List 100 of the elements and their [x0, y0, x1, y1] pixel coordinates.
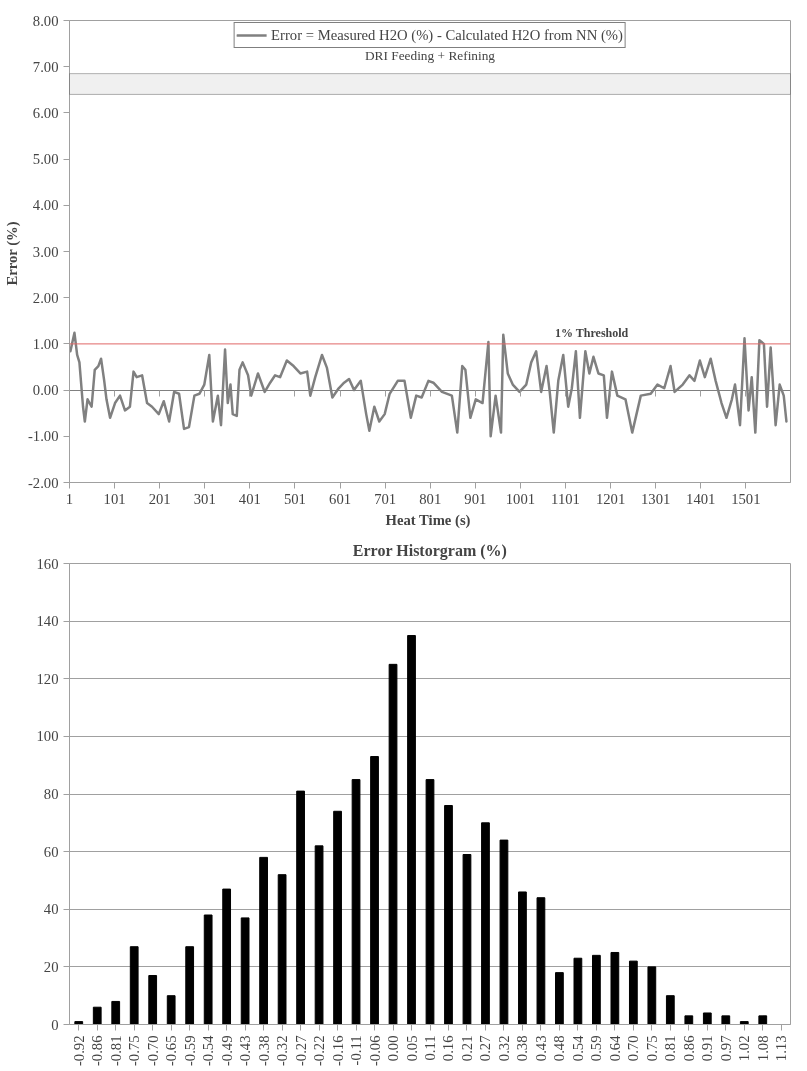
bar	[222, 888, 232, 1025]
bar	[573, 957, 583, 1025]
x-tick-label: -0.59	[181, 1035, 198, 1067]
band-label: DRI Feeding + Refining	[364, 47, 496, 63]
x-tick-label: 0.11	[422, 1035, 438, 1061]
y-tick-label: 3.00	[32, 243, 59, 260]
legend-label: Error = Measured H2O (%) - Calculated H2O from NN (%)	[271, 26, 623, 44]
x-tick-label: -0.38	[255, 1035, 272, 1067]
x-tick-label: 1.02	[736, 1035, 753, 1062]
bar	[74, 1021, 84, 1025]
ref-line-label: 1% Threshold	[555, 325, 629, 340]
x-tick-label: 0.64	[606, 1034, 623, 1062]
bar	[129, 946, 139, 1025]
x-tick-label: -0.16	[329, 1035, 346, 1067]
y-tick-label: 20	[43, 958, 59, 975]
x-tick-label: -0.65	[163, 1035, 180, 1067]
x-tick-label: 0.59	[588, 1035, 605, 1062]
x-tick-label: 0.38	[514, 1035, 531, 1062]
x-tick-label: 0.97	[717, 1035, 734, 1062]
bar	[721, 1015, 731, 1025]
x-tick-label: -0.86	[89, 1035, 106, 1067]
x-tick-label: 0.21	[458, 1035, 475, 1062]
x-tick-label: 0.43	[532, 1035, 549, 1062]
x-tick-label: 0.54	[569, 1034, 586, 1062]
x-tick-label: 0.32	[495, 1035, 512, 1062]
bar	[610, 951, 620, 1025]
y-tick-label: 7.00	[32, 58, 59, 75]
x-tick-label: -0.22	[311, 1035, 328, 1067]
bar	[240, 917, 250, 1025]
x-tick-label: 1.13	[773, 1035, 790, 1062]
bar	[296, 790, 305, 1025]
x-tick-label: -0.70	[144, 1035, 161, 1067]
bar	[351, 779, 361, 1025]
bar	[628, 960, 638, 1025]
x-tick-label: -0.49	[218, 1035, 235, 1067]
y-tick-label: -1.00	[27, 428, 59, 445]
x-tick-label: -0.06	[366, 1035, 383, 1067]
bar	[259, 856, 268, 1025]
bar	[481, 822, 490, 1025]
y-tick-label: 2.00	[32, 289, 59, 306]
x-tick-label: -0.75	[126, 1035, 143, 1067]
y-tick-label: 40	[43, 901, 59, 918]
y-tick-label: 4.00	[32, 197, 59, 214]
bar	[536, 897, 546, 1025]
bar	[185, 946, 195, 1025]
x-tick-label: 0.05	[403, 1035, 420, 1062]
y-axis-title: Error (%)	[3, 221, 21, 286]
y-tick-label: 0.00	[32, 382, 59, 399]
bar	[277, 874, 287, 1025]
x-tick-label: -0.43	[237, 1035, 254, 1067]
x-tick-label: 0.75	[643, 1035, 660, 1062]
x-tick-label: 0.27	[477, 1035, 494, 1062]
x-tick-label: 901	[464, 490, 487, 507]
bar	[684, 1015, 694, 1025]
bar	[407, 635, 416, 1025]
bar	[739, 1021, 749, 1025]
bar	[665, 995, 675, 1025]
bar	[758, 1015, 768, 1025]
x-tick-label: -0.54	[200, 1034, 217, 1067]
y-tick-label: 140	[36, 613, 59, 630]
x-tick-label: -0.92	[70, 1035, 87, 1067]
bar	[370, 756, 379, 1025]
x-tick-label: 1.08	[754, 1035, 771, 1062]
x-tick-label: 201	[148, 490, 171, 507]
y-tick-label: 80	[43, 786, 59, 802]
x-tick-label: 1101	[551, 490, 580, 507]
y-tick-label: 0	[51, 1016, 59, 1033]
x-tick-label: 1201	[595, 490, 626, 507]
bar	[425, 779, 435, 1025]
x-tick-label: 0.86	[680, 1035, 697, 1062]
x-tick-label: 801	[419, 490, 442, 507]
bar	[388, 663, 398, 1025]
bar	[518, 891, 527, 1025]
x-tick-label: -0.81	[107, 1035, 124, 1067]
x-tick-label: 401	[238, 490, 261, 507]
x-tick-label: 0.00	[385, 1035, 402, 1062]
bar	[333, 810, 342, 1025]
bar	[148, 975, 158, 1025]
y-tick-label: 5.00	[32, 151, 59, 168]
y-tick-label: 8.00	[32, 12, 59, 29]
bar	[92, 1006, 102, 1025]
x-tick-label: 101	[103, 490, 126, 507]
bar	[499, 839, 509, 1025]
x-tick-label: 0.16	[440, 1035, 457, 1062]
y-tick-label: 100	[36, 728, 59, 745]
y-tick-label: -2.00	[27, 474, 59, 491]
x-tick-label: 1501	[731, 490, 761, 507]
x-tick-label: 0.48	[551, 1035, 568, 1062]
x-tick-label: 0.70	[625, 1035, 642, 1062]
bar	[166, 995, 176, 1025]
x-tick-label: 1001	[505, 490, 536, 507]
x-tick-label: -0.27	[292, 1035, 309, 1067]
x-tick-label: 1301	[641, 490, 671, 507]
y-tick-label: 120	[36, 670, 59, 687]
bar	[314, 845, 324, 1025]
x-tick-label: -0.32	[274, 1035, 291, 1067]
bar	[592, 954, 601, 1025]
x-tick-label: 501	[283, 490, 306, 507]
bar	[702, 1012, 712, 1025]
bar	[555, 972, 564, 1025]
